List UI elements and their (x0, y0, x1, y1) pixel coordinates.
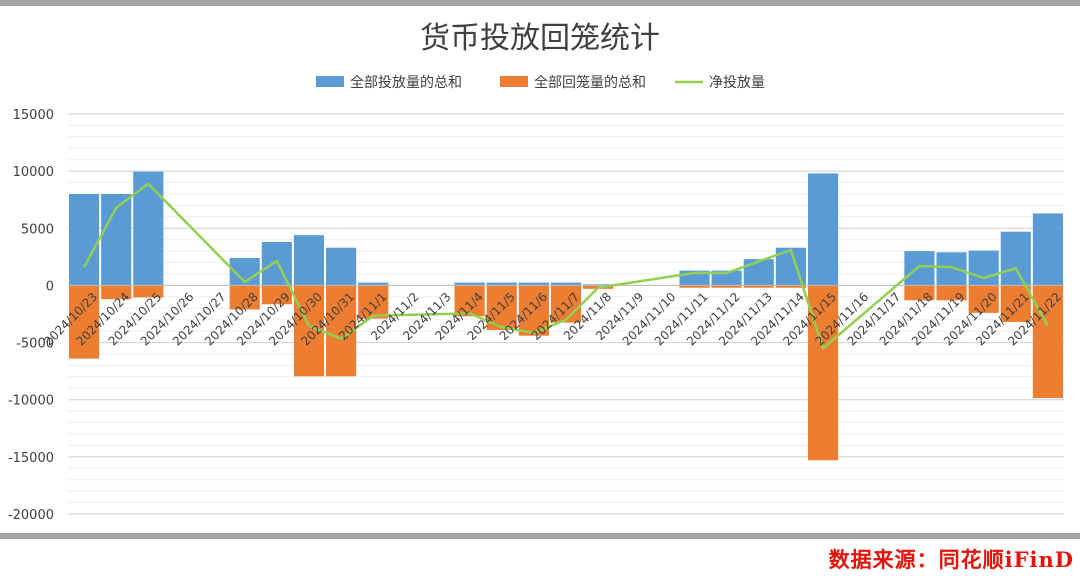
injection-bar (968, 250, 999, 286)
injection-bar (326, 247, 357, 286)
y-tick-label: 10000 (13, 165, 54, 180)
legend-swatch (500, 76, 528, 87)
injection-bar (550, 282, 582, 286)
money-injection-chart: 货币投放回笼统计 15000 10000 5000 0 -5000 -10000 -15000… (8, 21, 1064, 523)
injection-bar (454, 282, 485, 286)
y-tick-label: -10000 (8, 394, 54, 409)
withdrawal-bar (261, 285, 292, 305)
withdrawal-bar (936, 285, 967, 301)
bottom-frame-bar (0, 533, 1080, 539)
withdrawal-bar (679, 285, 710, 288)
injection-bar (743, 259, 774, 286)
injection-bar (486, 282, 517, 286)
injection-bar (518, 282, 549, 286)
injection-bar (293, 235, 325, 286)
withdrawal-bar (775, 285, 806, 288)
injection-bar (133, 171, 164, 286)
withdrawal-bar (518, 285, 549, 336)
withdrawal-bar (133, 285, 164, 298)
withdrawal-bar (229, 285, 260, 310)
net-injection-line (83, 182, 1049, 350)
legend-label: 全部投放量的总和 (350, 74, 462, 91)
withdrawal-bar (550, 285, 582, 323)
top-frame-bar (0, 0, 1080, 6)
injection-bar (358, 282, 389, 286)
withdrawal-bar (69, 285, 100, 359)
injection-bar (711, 270, 742, 286)
withdrawal-bar (743, 285, 774, 288)
source-note: 数据来源：同花顺iFinD (828, 547, 1074, 572)
injection-bar (583, 284, 614, 286)
y-tick-label: 5000 (21, 222, 54, 237)
y-tick-label: -15000 (8, 451, 54, 466)
y-tick-label: -20000 (8, 508, 54, 523)
injection-bar (1000, 231, 1031, 286)
withdrawal-bar (101, 285, 132, 300)
injection-bar (69, 194, 100, 286)
withdrawal-bar (1032, 285, 1063, 398)
y-tick-label: -5000 (16, 337, 54, 352)
legend-swatch (316, 76, 344, 87)
chart-title: 货币投放回笼统计 (420, 21, 660, 56)
withdrawal-bar (968, 285, 999, 313)
withdrawal-bar (711, 285, 742, 288)
y-tick-label: 0 (46, 279, 54, 294)
withdrawal-bar (1000, 285, 1031, 322)
injection-bar (1032, 213, 1063, 286)
y-tick-label: 15000 (13, 108, 54, 123)
withdrawal-bar (904, 285, 935, 301)
injection-bar (807, 173, 839, 286)
injection-bar (936, 252, 967, 286)
withdrawal-bar (454, 285, 485, 317)
legend-label: 净投放量 (709, 75, 765, 91)
withdrawal-bar (358, 285, 389, 319)
legend-label: 全部回笼量的总和 (534, 74, 646, 91)
injection-bar (904, 251, 935, 286)
